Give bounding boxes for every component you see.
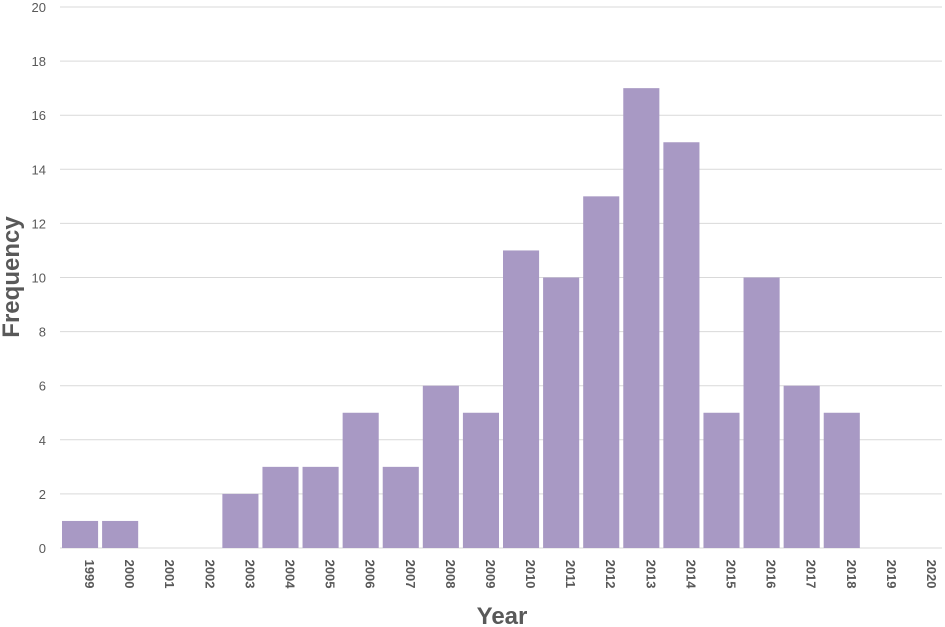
bar-2016	[743, 277, 780, 548]
y-tick-label: 4	[39, 433, 46, 448]
bar-2003	[222, 493, 259, 548]
y-tick-labels: 0 2 4 6 8 10 12 14 16 18 20	[32, 0, 46, 556]
y-tick-label: 8	[39, 325, 46, 340]
x-tick-label: 2018	[844, 560, 859, 589]
y-tick-label: 20	[32, 0, 46, 15]
x-tick-label: 2013	[643, 560, 658, 589]
bar-2006	[342, 412, 379, 548]
bar-2011	[543, 277, 580, 548]
bar-2008	[422, 385, 459, 548]
bar-2018	[823, 412, 860, 548]
x-tick-label: 2008	[443, 560, 458, 589]
bar-2017	[783, 385, 820, 548]
x-tick-label: 2009	[483, 560, 498, 589]
bar-2013	[623, 88, 660, 549]
y-tick-label: 2	[39, 487, 46, 502]
bar-2004	[262, 466, 299, 548]
x-tick-labels: 1999 2000 2001 2002 2003 2004 2005 2006 2007 2008…	[82, 560, 939, 590]
bar-2005	[302, 466, 339, 548]
x-tick-label: 1999	[82, 560, 97, 589]
x-tick-label: 2003	[242, 560, 257, 589]
gridlines	[60, 6, 942, 549]
y-tick-label: 10	[32, 271, 46, 286]
bar-2012	[583, 196, 620, 548]
bar-2000	[102, 520, 139, 548]
bar-2015	[703, 412, 740, 548]
y-tick-label: 14	[32, 162, 46, 177]
x-tick-label: 2015	[724, 560, 739, 589]
x-tick-label: 2020	[924, 560, 939, 589]
x-tick-label: 2019	[884, 560, 899, 589]
y-tick-label: 0	[39, 541, 46, 556]
y-axis-title: Frequency	[0, 216, 25, 338]
x-tick-label: 2004	[283, 560, 298, 590]
x-tick-label: 2017	[804, 560, 819, 589]
bars	[62, 88, 860, 549]
bar-1999	[62, 520, 99, 548]
y-tick-label: 18	[32, 54, 46, 69]
x-tick-label: 2000	[122, 560, 137, 589]
x-tick-label: 2016	[764, 560, 779, 589]
bar-2007	[382, 466, 419, 548]
x-tick-label: 2002	[202, 560, 217, 589]
x-tick-label: 2001	[162, 560, 177, 589]
x-tick-label: 2005	[323, 560, 338, 589]
x-tick-label: 2010	[523, 560, 538, 589]
x-axis-title: Year	[477, 603, 528, 627]
y-tick-label: 16	[32, 108, 46, 123]
y-tick-label: 6	[39, 379, 46, 394]
bar-2014	[663, 142, 700, 548]
x-tick-label: 2007	[403, 560, 418, 589]
bar-2010	[503, 250, 540, 548]
x-tick-label: 2014	[683, 560, 698, 590]
x-tick-label: 2006	[363, 560, 378, 589]
bar-2009	[462, 412, 499, 548]
y-tick-label: 12	[32, 216, 46, 231]
x-tick-label: 2012	[603, 560, 618, 589]
x-tick-label: 2011	[563, 560, 578, 588]
